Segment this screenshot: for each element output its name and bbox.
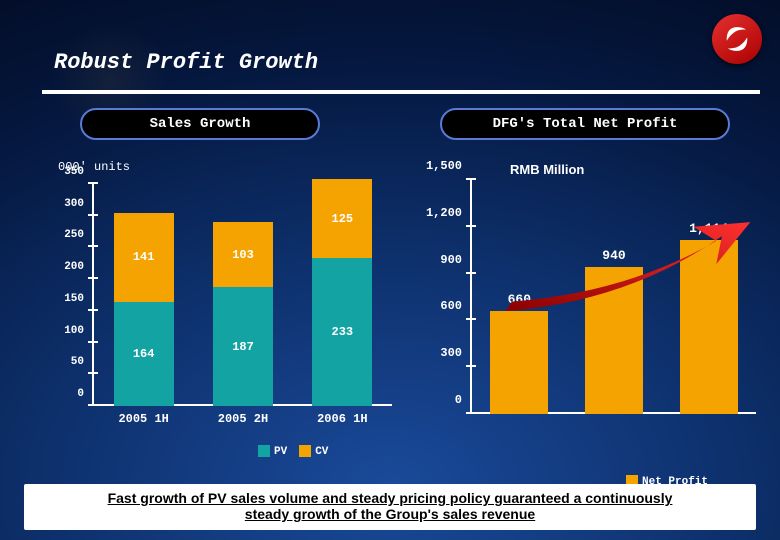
bar-value-label: 233 — [312, 325, 372, 339]
sales-bar-group: 1411642005 1H — [114, 213, 174, 406]
bar-segment-pv: 233 — [312, 258, 372, 406]
footer-line1: Fast growth of PV sales volume and stead… — [108, 490, 673, 506]
ytick-label: 200 — [64, 261, 84, 273]
sales-bar-group: 1252332006 1H — [312, 179, 372, 406]
category-label: 2005 2H — [201, 412, 285, 426]
ytick-label: 1,500 — [426, 159, 462, 173]
footer-line2: steady growth of the Group's sales reven… — [245, 506, 535, 522]
legend-cv-label: CV — [315, 446, 328, 458]
bar-value-label: 1,114 — [668, 221, 749, 236]
ytick-label: 0 — [455, 393, 462, 407]
ytick-label: 600 — [440, 299, 462, 313]
bar-segment-cv: 103 — [213, 222, 273, 287]
pv-swatch — [258, 445, 270, 457]
sales-bar-group: 1031872005 2H — [213, 222, 273, 406]
ytick-label: 900 — [440, 253, 462, 267]
profit-plot-area: 660 940 1,114 — [472, 180, 756, 414]
bar-value-label: 141 — [114, 250, 174, 264]
ytick-label: 300 — [64, 198, 84, 210]
bar-value-label: 103 — [213, 248, 273, 262]
ytick-label: 300 — [440, 346, 462, 360]
profit-bar: 940 — [585, 267, 643, 414]
bar-value-label: 164 — [114, 347, 174, 361]
bar-value-label: 940 — [573, 248, 654, 263]
ytick-label: 100 — [64, 325, 84, 337]
net-profit-label: DFG's Total Net Profit — [440, 108, 730, 140]
ytick-label: 250 — [64, 229, 84, 241]
company-logo — [712, 14, 762, 64]
category-label: 2005 1H — [102, 412, 186, 426]
sales-growth-label: Sales Growth — [80, 108, 320, 140]
ytick-label: 1,200 — [426, 206, 462, 220]
bar-segment-pv: 164 — [114, 302, 174, 406]
bar-value-label: 125 — [312, 212, 372, 226]
profit-bar: 660 — [490, 311, 548, 414]
net-profit-chart: 03006009001,2001,500 6609401,114 Net Pro… — [426, 176, 762, 486]
ytick-label: 150 — [64, 293, 84, 305]
footer-callout: Fast growth of PV sales volume and stead… — [24, 484, 756, 530]
bar-segment-cv: 141 — [114, 213, 174, 302]
bar-value-label: 660 — [479, 292, 560, 307]
ytick-label: 350 — [64, 166, 84, 178]
profit-unit-label: RMB Million — [510, 162, 584, 177]
sales-plot-area: 1411642005 1H1031872005 2H1252332006 1H — [94, 184, 392, 406]
title-underline — [42, 90, 760, 94]
sales-growth-chart: 050100150200250300350 1411642005 1H10318… — [48, 180, 398, 460]
profit-bar: 1,114 — [680, 240, 738, 414]
bar-segment-cv: 125 — [312, 179, 372, 258]
bar-segment-pv: 187 — [213, 287, 273, 406]
bar-value-label: 187 — [213, 340, 273, 354]
category-label: 2006 1H — [300, 412, 384, 426]
ytick-label: 50 — [71, 356, 84, 368]
cv-swatch — [299, 445, 311, 457]
page-title: Robust Profit Growth — [54, 50, 318, 75]
ytick-label: 0 — [77, 388, 84, 400]
legend-pv-label: PV — [274, 446, 287, 458]
sales-legend: PV CV — [258, 445, 328, 458]
